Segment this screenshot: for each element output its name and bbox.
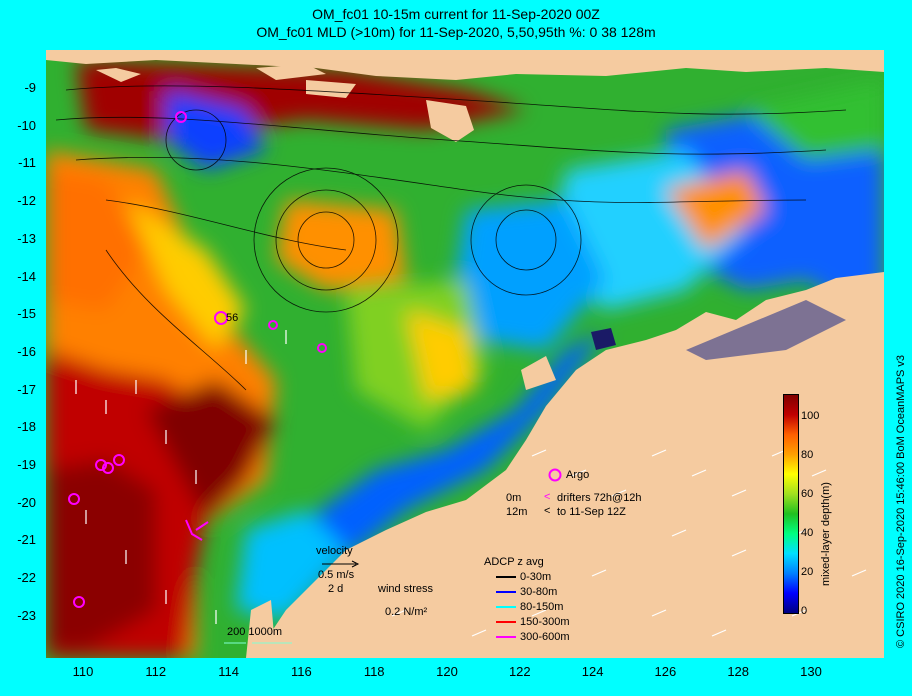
x-tick-label: 118 <box>363 664 385 679</box>
colorbar-tick-label: 80 <box>801 449 814 462</box>
y-tick-label: -19 <box>17 457 36 472</box>
mld-map-svg: 56 <box>46 50 884 658</box>
velocity-label: velocity <box>316 545 353 557</box>
adcp-title: ADCP z avg <box>484 556 544 568</box>
drifters-label: drifters 72h@12h <box>557 492 642 504</box>
x-tick-label: 122 <box>508 664 531 679</box>
wind-arrows <box>75 330 867 637</box>
adcp-label: 30-80m <box>520 586 558 598</box>
station-label: 56 <box>226 312 238 324</box>
adcp-row: 30-80m <box>496 586 557 598</box>
colorbar-tick-label: 0 <box>801 605 808 617</box>
land-north <box>46 50 884 80</box>
drifters-date: to 11-Sep 12Z <box>557 506 626 518</box>
y-tick-label: -10 <box>17 117 36 133</box>
current-streamlines <box>55 85 847 391</box>
mld-field <box>46 60 884 658</box>
y-tick-label: -18 <box>17 419 36 435</box>
adcp-row: 80-150m <box>496 601 563 613</box>
depth-contour-label: 200 1000m <box>227 626 283 638</box>
adcp-row: 0-30m <box>496 571 551 583</box>
x-tick-label: 126 <box>654 664 677 679</box>
drifter-12m-arrow: < <box>544 505 551 517</box>
land-timor <box>426 100 474 142</box>
x-tick-label: 116 <box>291 664 312 679</box>
adcp-swatch <box>496 576 516 579</box>
colorbar-tick-label: 60 <box>801 488 814 501</box>
wind-stress-scale: 0.2 N/m² <box>385 606 428 618</box>
adcp-swatch <box>496 636 516 639</box>
y-tick-label: -16 <box>17 343 36 359</box>
colorbar-tick-label: 40 <box>801 527 814 540</box>
drifter-tracks <box>185 519 209 541</box>
drifter-12m-label: 12m <box>506 506 528 518</box>
x-tick-label: 130 <box>800 664 822 679</box>
x-tick-label: 112 <box>145 664 167 679</box>
drifter-0m-arrow: < <box>544 491 551 503</box>
y-tick-label: -15 <box>17 306 36 322</box>
y-tick-label: -17 <box>17 381 36 397</box>
y-tick-label: -11 <box>18 155 36 171</box>
y-tick-label: -21 <box>17 532 36 548</box>
x-tick-label: 124 <box>581 664 604 679</box>
adcp-row: 300-600m <box>496 631 570 643</box>
map-title: OM_fc01 10-15m current for 11-Sep-2020 0… <box>312 6 600 22</box>
y-tick-label: -12 <box>17 193 36 209</box>
colorbar-title: mixed-layer depth(m) <box>820 482 832 586</box>
adcp-row: 150-300m <box>496 616 570 628</box>
velocity-days: 2 d <box>328 583 344 595</box>
map-subtitle: OM_fc01 MLD (>10m) for 11-Sep-2020, 5,50… <box>256 24 656 40</box>
x-tick-label: 120 <box>436 664 458 679</box>
adcp-swatch <box>496 606 516 609</box>
adcp-label: 80-150m <box>520 601 564 613</box>
velocity-arrow <box>322 559 362 571</box>
drifter-0m-label: 0m <box>506 492 522 504</box>
land-australia <box>256 272 884 658</box>
colorbar <box>783 394 799 614</box>
colorbar-tick-label: 100 <box>801 410 820 423</box>
x-tick-label: 128 <box>727 664 750 679</box>
wind-stress-label: wind stress <box>378 583 434 595</box>
mld-map: 56 <box>46 50 884 658</box>
adcp-label: 300-600m <box>520 631 570 643</box>
adcp-label: 0-30m <box>520 571 552 583</box>
y-tick-label: -23 <box>17 607 36 623</box>
credit-text: © CSIRO 2020 16-Sep-2020 15:46:00 BoM Oc… <box>895 354 907 648</box>
x-tick-label: 114 <box>218 664 239 679</box>
y-tick-label: -9 <box>24 80 36 95</box>
argo-label: Argo <box>566 469 590 481</box>
adcp-swatch <box>496 621 516 624</box>
velocity-scale: 0.5 m/s <box>318 569 355 581</box>
adcp-swatch <box>496 591 516 594</box>
y-tick-label: -20 <box>17 494 36 510</box>
argo-markers <box>68 111 327 608</box>
adcp-label: 150-300m <box>520 616 570 628</box>
y-tick-label: -22 <box>17 570 36 586</box>
y-tick-label: -13 <box>17 230 36 246</box>
y-tick-label: -14 <box>17 268 36 284</box>
argo-legend-circle <box>548 468 562 485</box>
colorbar-tick-label: 20 <box>801 566 814 579</box>
x-tick-label: 110 <box>72 664 94 679</box>
